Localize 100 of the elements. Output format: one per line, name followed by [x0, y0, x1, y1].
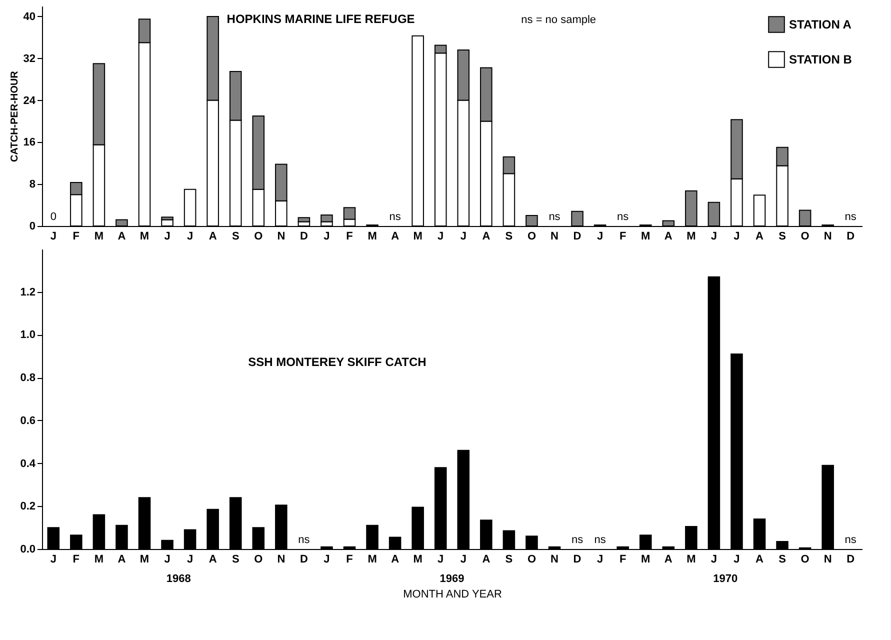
x-tick-label: F — [72, 554, 80, 566]
x-tick-label: J — [710, 554, 718, 566]
x-tick-label: M — [641, 554, 650, 566]
x-tick-label: J — [596, 554, 604, 566]
text: ns — [844, 534, 856, 546]
x-tick-label: S — [232, 554, 240, 566]
y-tick-label: 32 — [23, 52, 36, 65]
x-tick-label: N — [550, 554, 559, 566]
x-tick-label: J — [186, 230, 194, 242]
x-tick-label: J — [324, 230, 330, 242]
x-tick-label: J — [710, 230, 718, 242]
x-tick-label: S — [232, 230, 240, 242]
y-tick-label: 24 — [23, 94, 36, 107]
x-tick-label: M — [368, 554, 377, 566]
x-tick-label: D — [846, 230, 855, 242]
y-tick-label: 40 — [23, 10, 36, 23]
x-tick-label: M — [686, 230, 696, 242]
x-tick-label: J — [734, 230, 740, 242]
x-tick-label: J — [186, 554, 194, 566]
x-tick-label: S — [778, 554, 786, 566]
x-tick-label: O — [800, 230, 810, 242]
x-tick-label: A — [482, 554, 490, 566]
x-tick-label: A — [664, 554, 672, 566]
text: ns — [594, 534, 606, 546]
x-tick-label: D — [573, 554, 582, 566]
x-tick-label: A — [664, 230, 672, 242]
x-tick-label: O — [527, 230, 536, 242]
text: ns — [548, 211, 560, 223]
x-tick-label: J — [460, 554, 466, 566]
x-tick-label: A — [756, 554, 764, 566]
x-tick-label: A — [756, 230, 764, 242]
x-tick-label: M — [94, 230, 104, 242]
y-tick-label: 0.4 — [20, 458, 36, 470]
x-tick-label: J — [164, 554, 170, 566]
x-tick-label: N — [277, 554, 286, 566]
x-tick-label: D — [300, 554, 308, 566]
x-tick-label: J — [50, 554, 56, 566]
y-tick-label: 8 — [29, 178, 36, 191]
y-tick-label: 0.0 — [20, 544, 36, 556]
x-tick-label: N — [550, 230, 559, 242]
text: ns — [571, 534, 584, 546]
x-tick-label: M — [641, 230, 650, 242]
text: HOPKINS MARINE LIFE REFUGE — [226, 12, 415, 26]
x-tick-label: A — [208, 554, 217, 566]
x-tick-label: A — [118, 554, 126, 566]
x-tick-label: J — [596, 230, 604, 242]
text: ns — [617, 211, 629, 223]
x-tick-label: M — [413, 554, 422, 566]
text: 1970 — [713, 573, 738, 585]
x-tick-label: O — [254, 230, 264, 242]
annotation: ns = no sample — [521, 14, 596, 26]
x-tick-label: N — [824, 230, 832, 242]
y-tick-label: 0 — [29, 220, 36, 232]
y-tick-label: 1.2 — [20, 286, 36, 298]
x-tick-label: S — [778, 230, 786, 242]
x-tick-label: S — [505, 230, 513, 242]
x-tick-label: O — [254, 554, 264, 566]
bar — [298, 217, 310, 222]
x-tick-label: J — [164, 230, 170, 242]
y-tick-label: 0.2 — [20, 500, 36, 513]
legend-label: STATION B — [789, 52, 852, 66]
bar — [320, 214, 333, 222]
x-tick-label: O — [800, 554, 810, 566]
x-tick-label: D — [300, 230, 308, 242]
x-tick-label: J — [460, 230, 466, 242]
x-tick-label: A — [391, 554, 400, 566]
x-tick-label: F — [619, 230, 626, 242]
text: ns — [298, 534, 310, 546]
x-tick-label: O — [527, 554, 536, 566]
x-tick-label: A — [391, 230, 400, 242]
text: SSH MONTEREY SKIFF CATCH — [248, 355, 426, 369]
x-tick-label: A — [118, 230, 126, 242]
text: ns — [389, 211, 401, 223]
data-label: 0 — [50, 211, 56, 223]
x-tick-label: M — [368, 230, 377, 242]
y-axis-title: CATCH-PER-HOUR — [9, 70, 20, 162]
x-tick-label: N — [824, 554, 832, 566]
text: 1969 — [440, 573, 464, 585]
x-tick-label: S — [505, 554, 513, 566]
y-tick-label: 0.8 — [20, 372, 36, 384]
x-tick-label: M — [140, 230, 150, 242]
x-tick-label: M — [140, 554, 150, 566]
legend-label: STATION A — [789, 18, 852, 32]
x-tick-label: M — [94, 554, 104, 566]
x-tick-label: A — [482, 230, 490, 242]
y-tick-label: 0.6 — [20, 414, 36, 427]
x-tick-label: A — [208, 230, 217, 242]
x-tick-label: J — [438, 554, 444, 566]
x-tick-label: M — [686, 554, 696, 566]
x-tick-label: F — [346, 230, 354, 242]
text: ns — [844, 211, 856, 223]
x-tick-label: J — [734, 554, 740, 566]
x-axis-title: MONTH AND YEAR — [403, 588, 502, 600]
x-tick-label: D — [573, 230, 582, 242]
text: 1968 — [166, 573, 191, 585]
x-tick-label: F — [72, 230, 80, 242]
y-tick-label: 16 — [23, 136, 36, 149]
x-tick-label: M — [413, 230, 422, 242]
x-tick-label: J — [324, 554, 330, 566]
x-tick-label: D — [846, 554, 855, 566]
